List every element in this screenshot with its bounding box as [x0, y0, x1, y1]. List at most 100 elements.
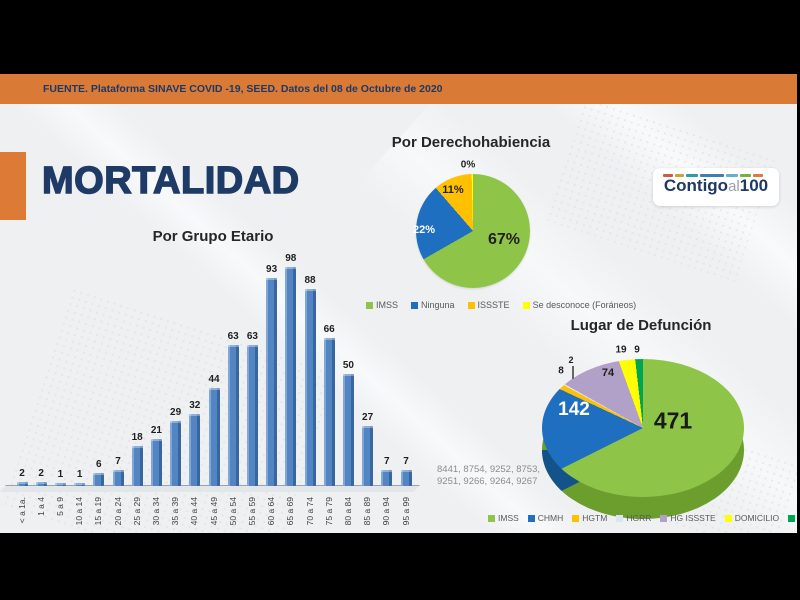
- pie2-leader-line: [572, 366, 574, 379]
- legend-swatch: [522, 301, 530, 309]
- x-axis-label: 95 a 99: [400, 497, 411, 526]
- legend-swatch: [788, 514, 796, 522]
- legend-swatch: [572, 514, 580, 522]
- legend-swatch: [660, 514, 668, 522]
- legend-item: CLINICA PRIVADA: [788, 513, 797, 523]
- x-axis-label: 10 a 14: [74, 497, 85, 526]
- bar-value-label: 88: [304, 275, 316, 287]
- pie2-label-hgtm: 8: [558, 365, 564, 377]
- x-axis-label: 30 a 34: [150, 497, 161, 526]
- pie2-label-chmh: 142: [558, 399, 590, 420]
- bar: [227, 345, 239, 486]
- bar-value-label: 7: [115, 456, 121, 468]
- bar: [266, 278, 278, 486]
- pie2-top-face: [542, 359, 744, 497]
- logo-dash: [663, 174, 673, 177]
- pie1-label-issste: 11%: [442, 184, 464, 196]
- x-axis-label: 40 a 44: [189, 497, 200, 526]
- legend-label: HG ISSSTE: [670, 513, 716, 523]
- legend-label: IMSS: [498, 513, 519, 523]
- logo-dash: [726, 174, 738, 177]
- bar: [246, 345, 258, 486]
- bar-value-label: 63: [246, 331, 258, 343]
- bar: [304, 289, 316, 486]
- bar-value-label: 1: [76, 469, 83, 480]
- pie-lugar-defuncion: 471 142 8 2 74 19 9: [542, 345, 744, 521]
- footnote-line1: 8441, 8754, 9252, 8753,: [437, 464, 541, 475]
- legend-label: CHMH: [537, 513, 564, 523]
- pie-derechohabiencia: [416, 174, 530, 288]
- legend-swatch: [616, 514, 624, 522]
- legend-swatch: [488, 514, 495, 522]
- legend-item: HGTM: [572, 513, 607, 523]
- pie2-legend: IMSS CHMH HGTM HGRR HG ISSSTE DOMICILIO CLINIC…: [488, 513, 797, 523]
- x-axis-label: 15 a 19: [93, 497, 104, 526]
- legend-item: Se desconoce (Foráneos): [522, 300, 636, 310]
- source-bar: FUENTE. Plataforma SINAVE COVID -19, SEE…: [0, 74, 797, 104]
- bar-value-label: 2: [38, 467, 44, 479]
- x-axis-label: 45 a 49: [208, 497, 219, 526]
- logo-text-light: al: [728, 178, 740, 195]
- x-axis-label: 50 a 54: [227, 497, 238, 526]
- bar: [381, 470, 393, 486]
- pie1-label-ninguna: 22%: [412, 224, 436, 236]
- legend-label: ISSSTE: [477, 300, 510, 310]
- pie1-label-desconoce: 0%: [460, 159, 476, 171]
- bar: [93, 472, 105, 486]
- pie2-label-imss: 471: [653, 407, 693, 434]
- bar: [54, 483, 66, 486]
- footnote-numbers: 8441, 8754, 9252, 8753, 9251, 9266, 9264…: [437, 464, 540, 488]
- bar-value-label: 21: [150, 425, 162, 437]
- legend-swatch: [724, 514, 732, 522]
- x-axis-label: 1 a 4: [35, 497, 46, 516]
- x-axis-label: 35 a 39: [170, 497, 181, 526]
- pie1-label-imss: 67%: [487, 231, 521, 248]
- legend-label: HGTM: [582, 513, 608, 523]
- pie1-title: Por Derechohabiencia: [391, 134, 551, 151]
- bar: [112, 470, 124, 486]
- logo-dash: [740, 174, 751, 177]
- slide-content: MORTALIDAD Contigoal100 Por Grupo Etario…: [0, 104, 797, 533]
- legend-item: Ninguna: [411, 300, 455, 310]
- contigo-al-100-logo: Contigoal100: [653, 168, 779, 206]
- bar-value-label: 98: [285, 252, 297, 264]
- bar-value-label: 66: [323, 324, 335, 336]
- legend-item: IMSS: [366, 300, 398, 310]
- legend-label: DOMICILIO: [734, 513, 780, 523]
- logo-dashes: [663, 174, 763, 177]
- bar: [285, 266, 297, 486]
- x-axis-label: < a 1a.: [16, 497, 27, 524]
- x-axis-label: 80 a 84: [342, 497, 353, 526]
- accent-square: [0, 152, 26, 220]
- legend-item: ISSSTE: [467, 300, 510, 310]
- logo-dash: [675, 174, 684, 177]
- x-axis-label: 5 a 9: [54, 497, 65, 516]
- bar-value-label: 1: [57, 469, 64, 480]
- bar-value-label: 7: [403, 456, 409, 468]
- legend-swatch: [411, 301, 419, 309]
- logo-dash: [753, 174, 763, 177]
- pie2-label-clinica: 9: [634, 344, 640, 356]
- bar: [131, 445, 143, 486]
- legend-swatch: [366, 301, 373, 309]
- bar: [74, 483, 86, 486]
- x-axis-label: 20 a 24: [112, 497, 123, 526]
- legend-item: CHMH: [527, 513, 564, 523]
- legend-label: IMSS: [376, 300, 399, 310]
- x-axis-label: 85 a 89: [362, 497, 373, 526]
- x-axis-label: 55 a 59: [246, 497, 257, 526]
- pie2-label-domicilio: 19: [615, 344, 627, 356]
- bar: [400, 470, 412, 486]
- source-text: FUENTE. Plataforma SINAVE COVID -19, SEE…: [43, 83, 443, 95]
- bar: [362, 425, 374, 486]
- x-axis-label: 90 a 94: [381, 497, 392, 526]
- pie1-legend: IMSS Ninguna ISSSTE Se desconoce (Foráneos): [366, 300, 636, 310]
- legend-swatch: [527, 514, 535, 522]
- bar: [150, 439, 162, 486]
- bar-value-label: 44: [208, 373, 220, 385]
- bar-value-label: 6: [96, 458, 102, 470]
- legend-swatch: [467, 301, 475, 309]
- bar-value-label: 7: [384, 456, 390, 468]
- page-title: MORTALIDAD: [41, 159, 300, 202]
